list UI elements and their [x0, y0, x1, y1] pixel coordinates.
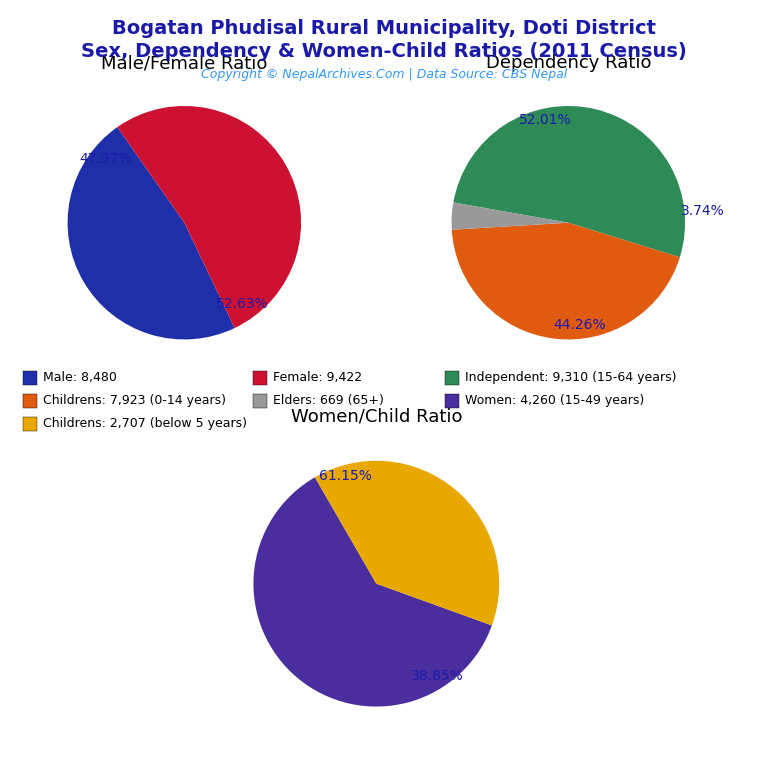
- Text: 61.15%: 61.15%: [319, 468, 372, 482]
- Text: Women: 4,260 (15-49 years): Women: 4,260 (15-49 years): [465, 395, 644, 407]
- Text: Copyright © NepalArchives.Com | Data Source: CBS Nepal: Copyright © NepalArchives.Com | Data Sou…: [201, 68, 567, 81]
- Text: 3.74%: 3.74%: [680, 204, 724, 218]
- Wedge shape: [453, 106, 685, 257]
- Title: Male/Female Ratio: Male/Female Ratio: [101, 55, 267, 72]
- Text: 47.37%: 47.37%: [79, 151, 132, 166]
- Text: Elders: 669 (65+): Elders: 669 (65+): [273, 395, 384, 407]
- Text: 38.85%: 38.85%: [412, 669, 464, 683]
- Wedge shape: [452, 203, 568, 230]
- Text: 44.26%: 44.26%: [554, 319, 606, 333]
- Text: Childrens: 2,707 (below 5 years): Childrens: 2,707 (below 5 years): [43, 418, 247, 430]
- Text: Bogatan Phudisal Rural Municipality, Doti District: Bogatan Phudisal Rural Municipality, Dot…: [112, 19, 656, 38]
- Text: Sex, Dependency & Women-Child Ratios (2011 Census): Sex, Dependency & Women-Child Ratios (20…: [81, 42, 687, 61]
- Wedge shape: [315, 461, 499, 625]
- Wedge shape: [118, 106, 301, 328]
- Text: 52.63%: 52.63%: [217, 297, 269, 312]
- Title: Women/Child Ratio: Women/Child Ratio: [290, 408, 462, 425]
- Text: Male: 8,480: Male: 8,480: [43, 372, 117, 384]
- Wedge shape: [253, 477, 492, 707]
- Wedge shape: [452, 223, 680, 339]
- Text: Female: 9,422: Female: 9,422: [273, 372, 362, 384]
- Wedge shape: [68, 127, 235, 339]
- Title: Dependency Ratio: Dependency Ratio: [485, 55, 651, 72]
- Text: 52.01%: 52.01%: [518, 113, 571, 127]
- Text: Childrens: 7,923 (0-14 years): Childrens: 7,923 (0-14 years): [43, 395, 226, 407]
- Text: Independent: 9,310 (15-64 years): Independent: 9,310 (15-64 years): [465, 372, 677, 384]
